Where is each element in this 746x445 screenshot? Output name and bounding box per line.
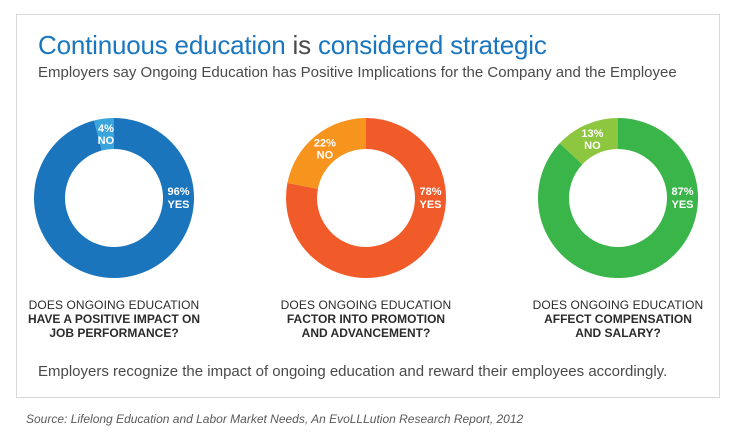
yes-value-label: 96% bbox=[167, 186, 189, 198]
question-compensation: DOES ONGOING EDUCATION AFFECT COMPENSATI… bbox=[513, 298, 723, 340]
donut-yes-slice bbox=[286, 118, 446, 278]
question-lead: DOES ONGOING EDUCATION bbox=[280, 298, 452, 312]
donut-no-slice bbox=[559, 118, 618, 165]
question-bold-line-2: JOB PERFORMANCE? bbox=[49, 326, 179, 340]
donut-chart-promotion: 22% NO 78% YES bbox=[286, 118, 446, 278]
question-promotion: DOES ONGOING EDUCATION FACTOR INTO PROMO… bbox=[261, 298, 471, 340]
question-bold-line-1: AFFECT COMPENSATION bbox=[544, 312, 692, 326]
yes-value-label: 78% bbox=[419, 186, 441, 198]
donut-no-slice bbox=[287, 118, 366, 189]
yes-category-label: YES bbox=[671, 199, 693, 211]
no-value-label: 22% bbox=[314, 137, 336, 149]
donut-yes-slice bbox=[538, 118, 698, 278]
no-category-label: NO bbox=[98, 135, 115, 147]
no-value-label: 4% bbox=[98, 123, 114, 135]
no-value-label: 13% bbox=[581, 128, 603, 140]
question-bold-line-1: HAVE A POSITIVE IMPACT ON bbox=[27, 312, 200, 326]
donut-no-slice bbox=[94, 118, 114, 151]
yes-category-label: YES bbox=[419, 199, 441, 211]
title-highlight-1: Continuous education bbox=[38, 30, 286, 60]
source-note: Source: Lifelong Education and Labor Mar… bbox=[26, 412, 524, 426]
yes-value-label: 87% bbox=[671, 186, 693, 198]
question-bold-line-1: FACTOR INTO PROMOTION bbox=[286, 312, 446, 326]
question-bold-line-2: AND SALARY? bbox=[575, 326, 661, 340]
question-job-performance: DOES ONGOING EDUCATION HAVE A POSITIVE I… bbox=[9, 298, 219, 340]
question-bold-line-2: AND ADVANCEMENT? bbox=[301, 326, 431, 340]
no-category-label: NO bbox=[317, 149, 334, 161]
footer-statement: Employers recognize the impact of ongoin… bbox=[38, 363, 668, 380]
chart-frame bbox=[16, 14, 720, 398]
yes-category-label: YES bbox=[167, 199, 189, 211]
donut-yes-slice bbox=[34, 118, 194, 278]
page-title: Continuous education is considered strat… bbox=[38, 30, 547, 61]
donut-chart-compensation: 13% NO 87% YES bbox=[538, 118, 698, 278]
no-category-label: NO bbox=[584, 140, 601, 152]
page-subtitle: Employers say Ongoing Education has Posi… bbox=[38, 64, 677, 81]
title-connector: is bbox=[285, 30, 318, 60]
question-lead: DOES ONGOING EDUCATION bbox=[28, 298, 200, 312]
donut-chart-job-performance: 4% NO 96% YES bbox=[34, 118, 194, 278]
title-highlight-2: considered strategic bbox=[317, 30, 547, 60]
question-lead: DOES ONGOING EDUCATION bbox=[532, 298, 704, 312]
